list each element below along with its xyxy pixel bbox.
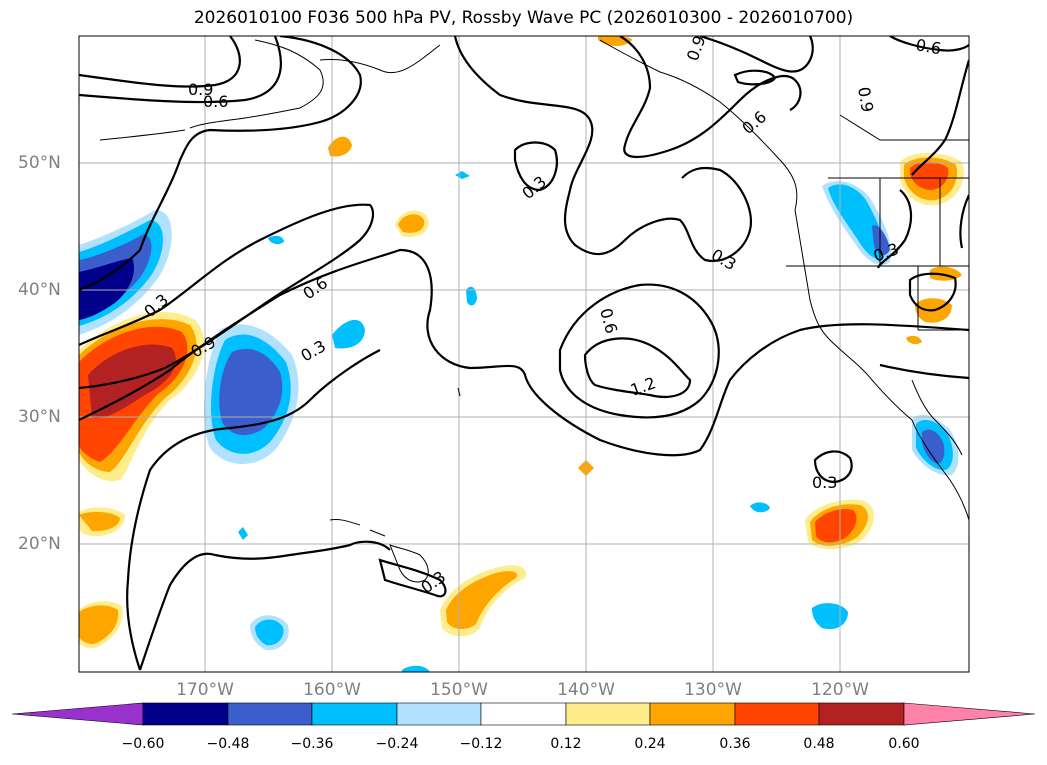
lon-label-170w: 170°W (176, 680, 234, 700)
lon-label-130w: 130°W (684, 680, 742, 700)
contour-label: 0.9 (188, 80, 213, 99)
pv-contours (79, 36, 969, 671)
contour-label: 0.6 (596, 306, 621, 336)
colorbar-tick-label: −0.36 (290, 736, 334, 752)
lat-label-40n: 40°N (18, 280, 61, 300)
lon-label-140w: 140°W (557, 680, 615, 700)
lon-label-160w: 160°W (303, 680, 361, 700)
contour-label: 0.3 (812, 473, 837, 492)
colorbar-tick-label: −0.24 (375, 736, 419, 752)
anomaly-shading (79, 36, 964, 672)
contour-label: 0.6 (203, 92, 228, 111)
colorbar-tick-label: 0.24 (634, 736, 666, 752)
colorbar-extend-max (903, 702, 1036, 726)
colorbar-tick-label: −0.48 (206, 736, 250, 752)
colorbar (11, 702, 1036, 726)
contour-label: 0.3 (518, 172, 550, 203)
lat-label-20n: 20°N (18, 534, 61, 554)
graticule (79, 36, 969, 672)
colorbar-tick-label: −0.60 (121, 736, 165, 752)
coastlines (99, 39, 969, 583)
colorbar-extend-min (11, 702, 144, 726)
map-area: 0.9 0.6 0.3 0.6 0.9 0.3 0.6 0.3 0.9 0.3 … (79, 35, 969, 672)
contour-label: 0.6 (914, 35, 942, 58)
colorbar-tick-label: 0.12 (550, 736, 582, 752)
contour-label: 0.6 (738, 107, 770, 138)
contour-label: 0.3 (298, 336, 330, 365)
map-title: 2026010100 F036 500 hPa PV, Rossby Wave … (193, 8, 854, 28)
map-frame (78, 35, 970, 673)
colorbar-tick-label: 0.48 (803, 736, 835, 752)
lat-label-30n: 30°N (18, 407, 61, 427)
lon-label-150w: 150°W (430, 680, 488, 700)
lon-label-120w: 120°W (811, 680, 869, 700)
colorbar-tick-label: −0.12 (459, 736, 503, 752)
colorbar-tick-label: 0.36 (719, 736, 751, 752)
lat-label-50n: 50°N (18, 153, 61, 173)
contour-label: 0.9 (854, 85, 877, 113)
colorbar-tick-label: 0.60 (888, 736, 920, 752)
